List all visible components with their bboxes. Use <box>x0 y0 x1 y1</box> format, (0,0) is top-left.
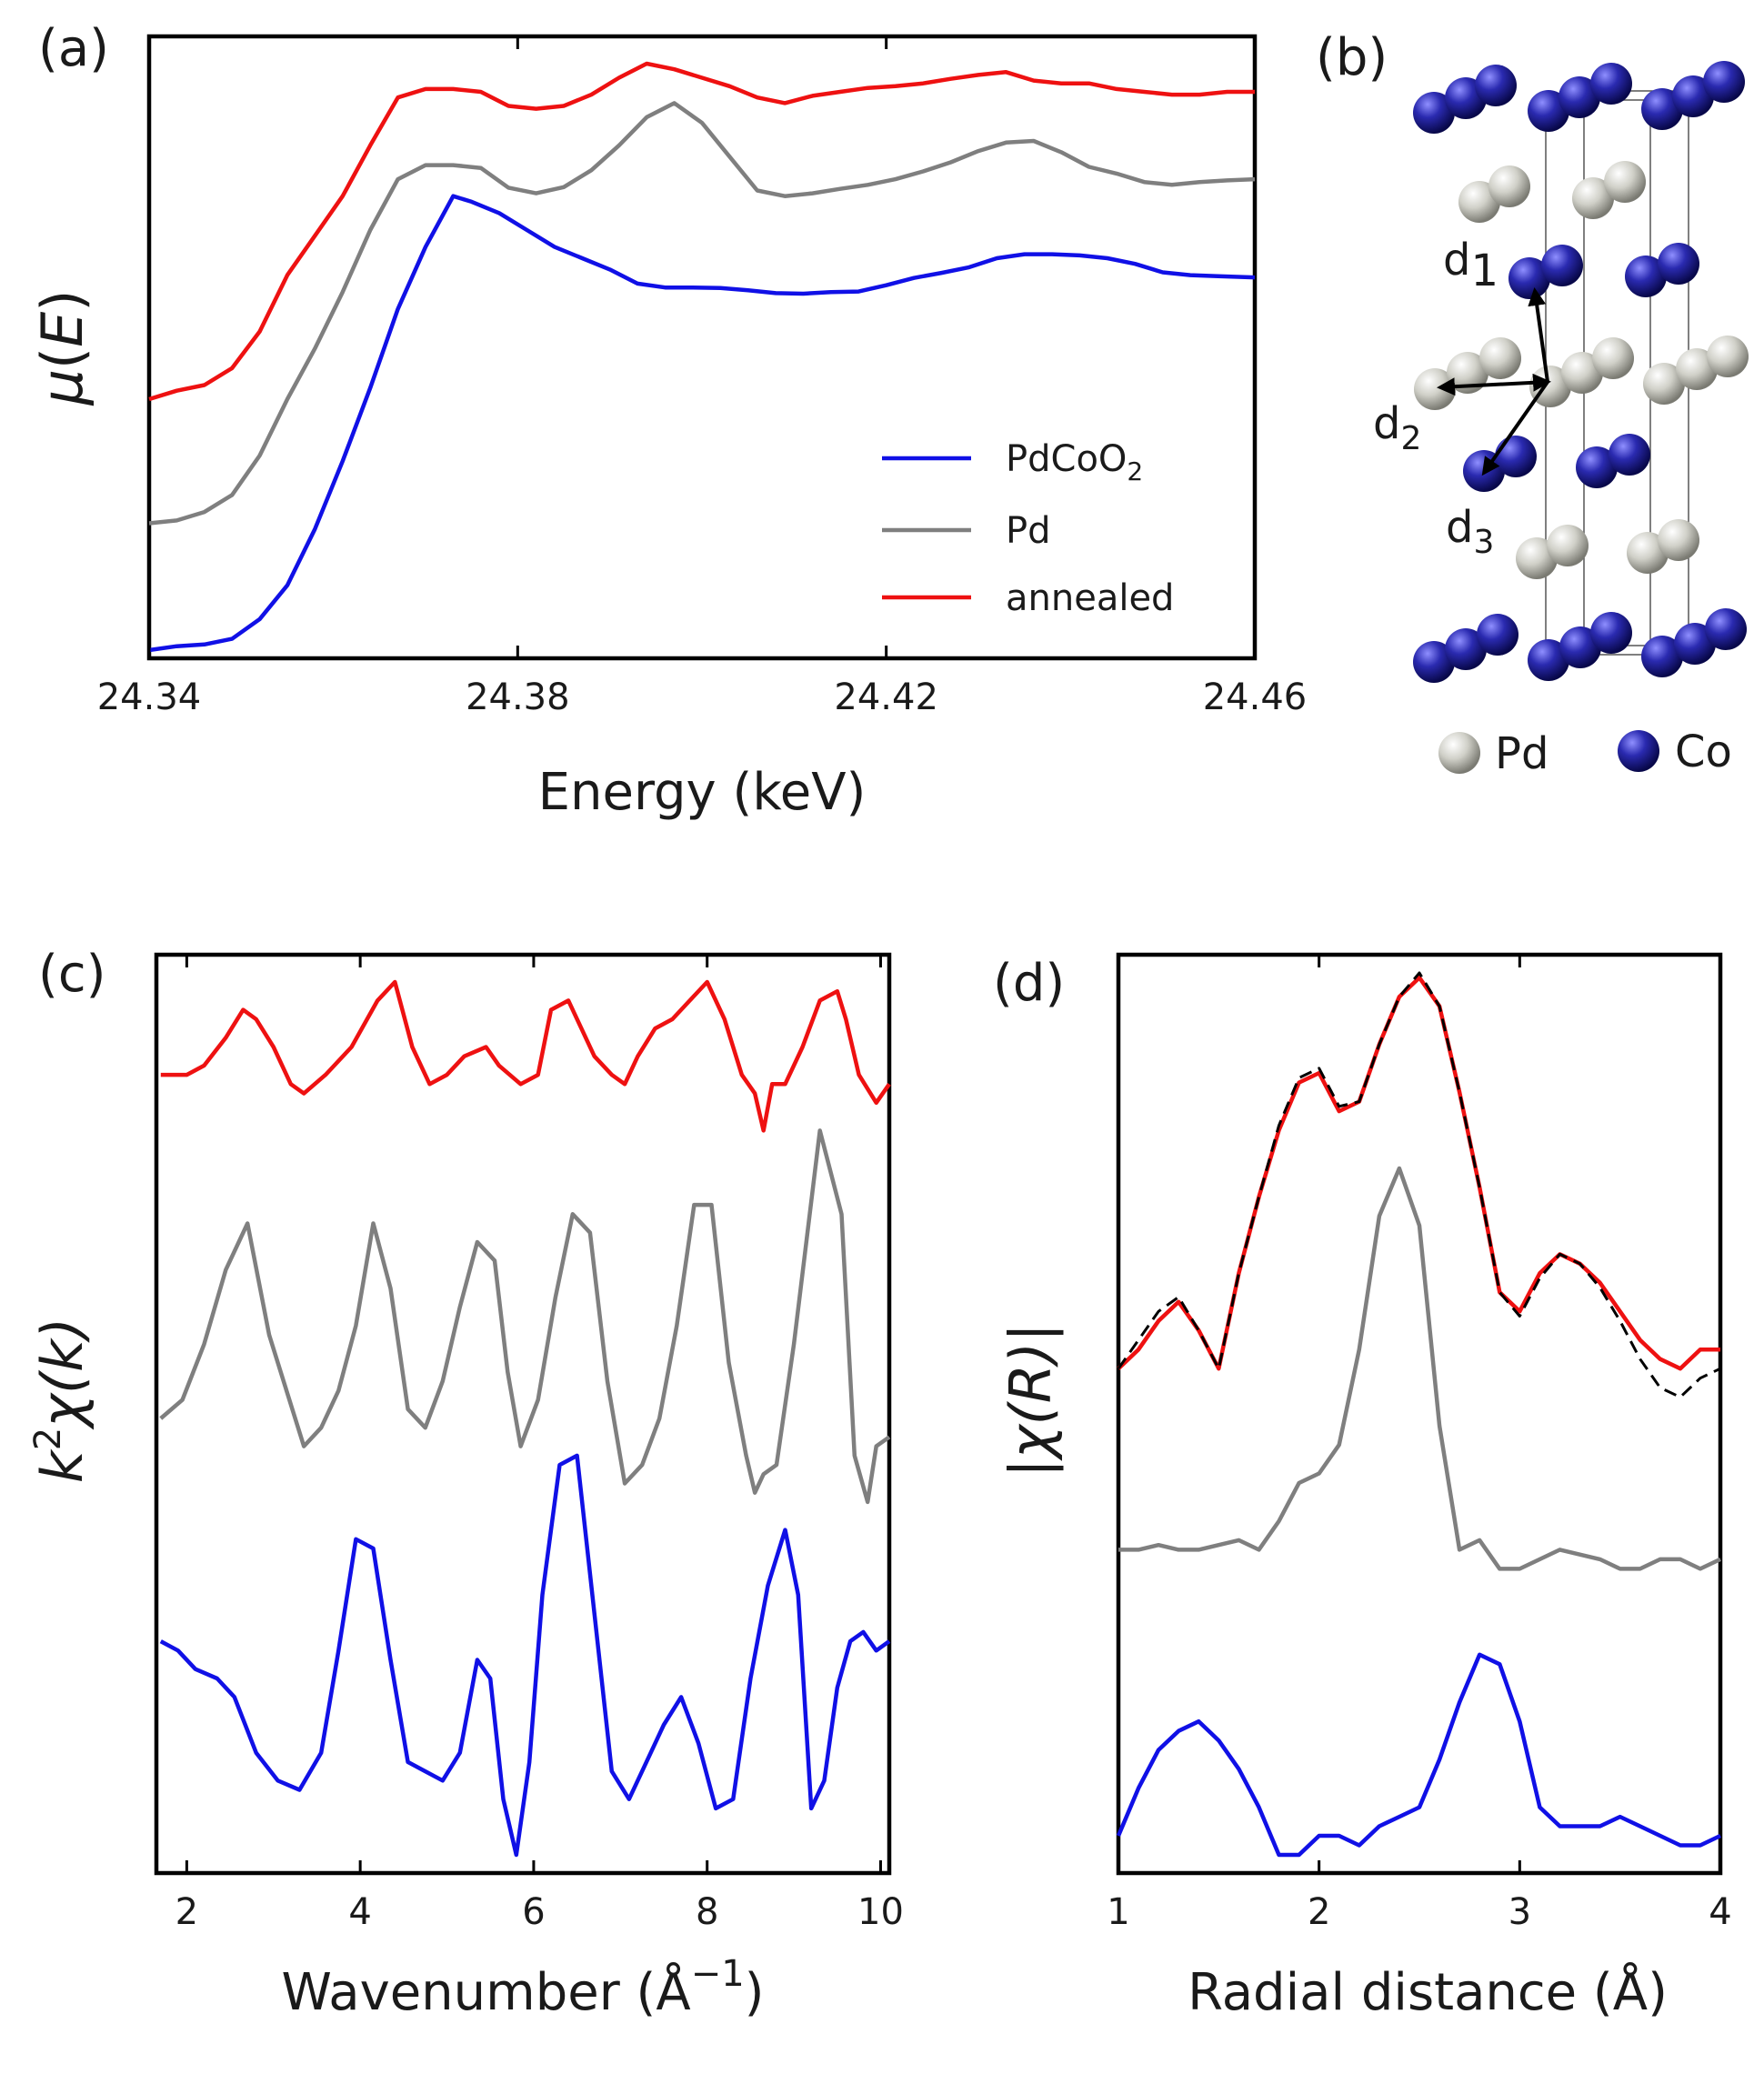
var-e: E <box>29 311 95 347</box>
atoms <box>1413 61 1749 683</box>
panel-c-ylabel: k2χ(k) <box>27 1318 95 1483</box>
co-atom <box>1658 243 1699 285</box>
co-atom <box>1528 639 1569 681</box>
legend-pd-atom <box>1438 732 1480 774</box>
panel-a-series <box>148 61 1256 653</box>
pd-atom <box>1547 525 1589 566</box>
legend-co-label: Co <box>1675 726 1732 777</box>
panel-d-chart: 1 2 3 4 Radial distance (Å) |χ(R)| <box>997 952 1732 2022</box>
pd-atom <box>1658 519 1699 561</box>
legend-label-annealed: annealed <box>1006 577 1174 619</box>
panel-d-frame <box>1116 952 1723 1876</box>
co-atom <box>1609 434 1650 476</box>
panel-d-line-pd <box>1118 1166 1721 1571</box>
legend-co-atom <box>1618 730 1659 772</box>
panel-c-series <box>159 979 891 1858</box>
pd-atom <box>1643 363 1685 405</box>
panel-d-tick-labels: 1 2 3 4 <box>1107 1891 1731 1933</box>
panel-c-line-annealed <box>160 979 891 1133</box>
bond-d3-label: d3 <box>1446 502 1494 561</box>
pd-atom <box>1572 177 1614 219</box>
co-atom <box>1590 63 1632 105</box>
panel-label-d: (d) <box>993 954 1065 1013</box>
panel-a-xtick-label: 24.38 <box>466 676 570 718</box>
co-atom <box>1541 245 1583 286</box>
panel-b-crystal-structure: d1 d2 d3 Pd Co <box>1373 61 1749 779</box>
co-atom <box>1705 608 1747 650</box>
pd-atom <box>1707 336 1749 377</box>
panel-d-line-fit <box>1117 971 1721 1399</box>
co-atom <box>1413 641 1455 683</box>
paren-open: ( <box>29 347 95 369</box>
panel-a-line-pdcoo2 <box>148 194 1256 653</box>
bond-arrows <box>1437 287 1551 476</box>
co-atom <box>1495 436 1537 477</box>
panel-d-xtick-label: 3 <box>1508 1891 1531 1933</box>
panel-d-xtick-label: 4 <box>1709 1891 1731 1933</box>
panel-d-xtick-label: 2 <box>1308 1891 1330 1933</box>
panel-d-xtick-label: 1 <box>1107 1891 1129 1933</box>
panel-a-xtick-label: 24.46 <box>1203 676 1308 718</box>
panel-a-legend: PdCoO2 Pd annealed <box>882 438 1174 619</box>
panel-a-chart: 24.34 24.38 24.42 24.46 Energy (keV) μ(E) P… <box>29 34 1308 822</box>
panel-c-xtick-label: 2 <box>175 1891 198 1933</box>
panel-c-chart: 2 4 6 8 10 Wavenumber (Å−1) k2χ(k) <box>27 952 904 2022</box>
panel-label-c: (c) <box>38 945 105 1004</box>
bond-d2-label: d2 <box>1373 398 1421 457</box>
pd-atom <box>1488 165 1530 207</box>
panel-c-line-pdcoo2 <box>159 1453 891 1858</box>
panel-c-xtick-label: 6 <box>522 1891 545 1933</box>
panel-a-xtick-label: 24.34 <box>97 676 202 718</box>
legend-label-pd: Pd <box>1006 510 1051 552</box>
panel-c-xtick-label: 10 <box>857 1891 904 1933</box>
panel-label-a: (a) <box>38 19 109 78</box>
panel-d-line-annealed <box>1117 975 1720 1371</box>
pd-atom <box>1604 161 1646 203</box>
panel-a-ylabel: μ(E) <box>29 289 95 406</box>
panel-d-series <box>1116 971 1721 1858</box>
panel-a-line-annealed <box>148 61 1255 402</box>
co-atom <box>1625 255 1667 297</box>
panel-c-xlabel: Wavenumber (Å−1) <box>281 1953 764 2022</box>
panel-a-line-pd <box>148 101 1256 526</box>
panel-c-ticks <box>185 955 882 1873</box>
bond-d1-arrow <box>1528 287 1549 383</box>
mu-symbol: μ <box>29 369 95 406</box>
co-atom <box>1445 628 1487 670</box>
panel-d-ticks <box>1117 955 1722 1873</box>
legend-label-pdcoo2: PdCoO2 <box>1006 438 1143 486</box>
pd-atom <box>1592 337 1634 379</box>
co-atom <box>1475 65 1517 106</box>
co-atom <box>1576 446 1618 488</box>
panel-c-line-pd <box>159 1128 891 1505</box>
co-atom <box>1641 636 1683 677</box>
co-atom <box>1590 612 1632 654</box>
panel-d-ylabel: |χ(R)| <box>997 1323 1065 1478</box>
panel-a-tick-labels: 24.34 24.38 24.42 24.46 <box>97 676 1308 718</box>
co-atom <box>1477 614 1518 656</box>
panel-a-frame <box>146 34 1258 661</box>
panel-a-xtick-label: 24.42 <box>834 676 938 718</box>
co-atom <box>1559 76 1600 118</box>
co-atom <box>1413 92 1455 134</box>
panel-c-tick-labels: 2 4 6 8 10 <box>175 1891 904 1933</box>
panel-label-b: (b) <box>1316 28 1388 87</box>
pd-atom <box>1479 337 1521 379</box>
legend-pd-label: Pd <box>1495 728 1549 779</box>
panel-d-line-pdcoo2 <box>1116 1652 1721 1858</box>
paren-close: ) <box>29 289 95 311</box>
co-atom <box>1703 61 1745 103</box>
panel-a-ticks <box>147 36 1257 658</box>
bond-d2-arrow <box>1437 373 1551 396</box>
panel-c-frame <box>154 952 892 1876</box>
panel-c-xtick-label: 8 <box>696 1891 718 1933</box>
panel-a-xlabel: Energy (keV) <box>538 763 867 822</box>
panel-d-xlabel: Radial distance (Å) <box>1188 1962 1668 2022</box>
panel-c-xtick-label: 4 <box>348 1891 371 1933</box>
bond-d1-label: d1 <box>1443 235 1498 296</box>
bond-d3-arrow <box>1481 380 1549 476</box>
